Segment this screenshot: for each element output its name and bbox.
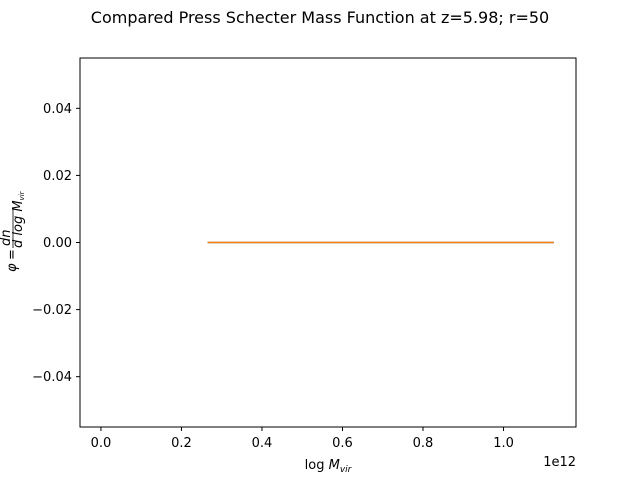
y-tick-label: −0.02 — [32, 303, 72, 318]
x-axis-ticks: 0.0 0.2 0.4 0.6 0.8 1.0 — [91, 427, 514, 451]
x-tick-label: 0.0 — [91, 436, 112, 451]
y-axis-label: φ = dn d log Mvir — [0, 190, 26, 272]
svg-text:d log Mvir: d log Mvir — [11, 190, 26, 248]
chart-title: Compared Press Schecter Mass Function at… — [91, 8, 549, 27]
y-tick-label: 0.00 — [43, 236, 72, 251]
x-tick-label: 1.0 — [493, 436, 514, 451]
x-tick-label: 0.8 — [413, 436, 434, 451]
x-tick-label: 0.4 — [252, 436, 273, 451]
y-axis-ticks: −0.04 −0.02 0.00 0.02 0.04 — [32, 102, 80, 385]
y-tick-label: 0.02 — [43, 169, 72, 184]
y-tick-label: 0.04 — [43, 102, 72, 117]
svg-text:φ: φ — [5, 263, 20, 272]
y-tick-label: −0.04 — [32, 370, 72, 385]
x-axis-offset-label: 1e12 — [543, 455, 576, 470]
x-tick-label: 0.6 — [332, 436, 353, 451]
x-tick-label: 0.2 — [171, 436, 192, 451]
svg-text:=: = — [5, 249, 20, 260]
svg-text:dn: dn — [0, 230, 14, 247]
x-axis-label: log Mvir — [305, 458, 353, 475]
